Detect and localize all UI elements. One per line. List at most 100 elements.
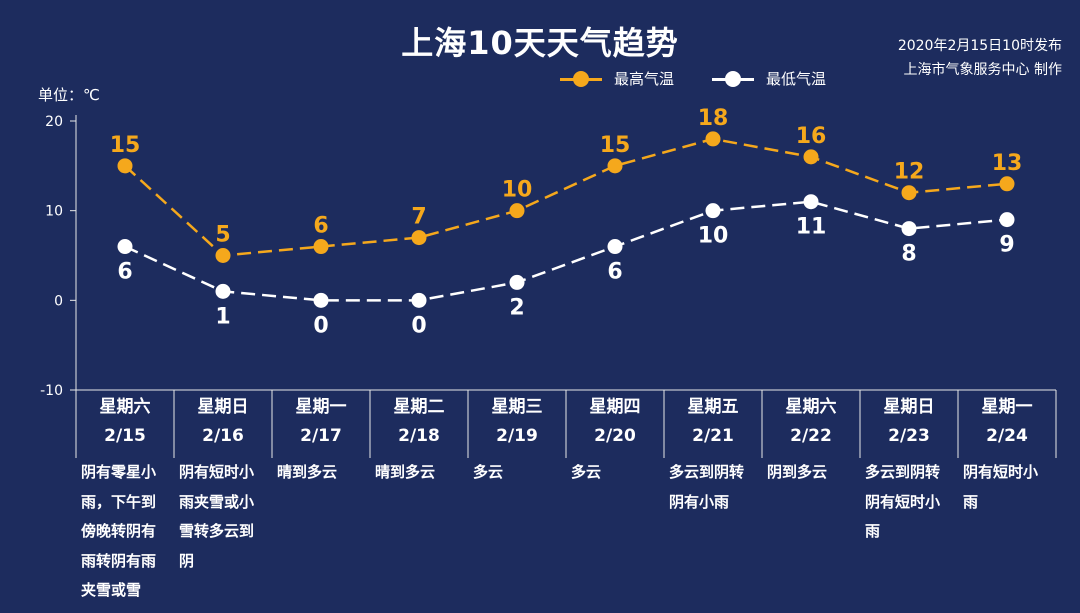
low-temp-label: 6 <box>117 260 132 285</box>
description-row: 阴有零星小雨，下午到傍晚转阴有雨转阴有雨夹雪或雪 阴有短时小雨夹雪或小雪转多云到阴… <box>76 458 1056 606</box>
low-temp-label: 6 <box>607 260 622 285</box>
high-temp-point <box>215 248 231 263</box>
low-temp-label: 11 <box>796 215 827 240</box>
day-cell: 星期六 2/15 <box>76 393 174 451</box>
high-temp-point <box>901 185 917 201</box>
weekday-label: 星期六 <box>785 397 837 417</box>
legend-item-high: 最高气温 <box>560 68 674 89</box>
low-temp-label: 0 <box>411 313 426 338</box>
low-temp-label: 0 <box>313 313 328 338</box>
date-label: 2/18 <box>398 426 440 446</box>
weather-description: 阴有短时小雨 <box>963 463 1039 511</box>
publisher: 上海市气象服务中心 制作 <box>903 62 1062 78</box>
low-temp-label: 10 <box>698 224 729 249</box>
low-temp-label: 8 <box>901 242 916 267</box>
weather-description: 阴到多云 <box>767 463 828 481</box>
high-temp-line <box>124 137 1008 257</box>
high-temp-label: 7 <box>411 205 426 230</box>
high-temp-point <box>705 131 721 147</box>
low-temp-point <box>215 283 231 299</box>
date-label: 2/24 <box>986 426 1028 446</box>
date-label: 2/15 <box>104 426 146 446</box>
legend-high-label: 最高气温 <box>614 70 675 88</box>
low-temp-label: 1 <box>215 304 230 329</box>
date-label: 2/22 <box>790 426 832 446</box>
high-temp-label: 13 <box>992 151 1023 176</box>
y-tick-label: -10 <box>40 383 63 399</box>
weather-description: 晴到多云 <box>277 463 338 481</box>
legend-high-marker <box>560 69 602 89</box>
weather-description: 多云到阴转阴有短时小雨 <box>865 463 941 540</box>
weather-description: 阴有零星小雨，下午到傍晚转阴有雨转阴有雨夹雪或雪 <box>81 463 157 599</box>
legend: 最高气温 最低气温 <box>560 68 864 89</box>
day-cell: 星期四 2/20 <box>566 393 664 451</box>
day-cell: 星期一 2/17 <box>272 393 370 451</box>
low-temp-label: 2 <box>509 295 524 320</box>
weekday-label: 星期日 <box>883 397 935 417</box>
weekday-label: 星期二 <box>393 397 445 417</box>
high-temp-label: 15 <box>110 133 141 158</box>
date-label: 2/17 <box>300 426 342 446</box>
unit-label: 单位：℃ <box>38 86 100 104</box>
weather-description: 晴到多云 <box>375 463 436 481</box>
low-temp-point <box>117 239 133 255</box>
date-label: 2/23 <box>888 426 930 446</box>
day-cell: 星期五 2/21 <box>664 393 762 451</box>
low-temp-point <box>509 274 525 290</box>
low-temp-point <box>313 292 329 308</box>
weekday-label: 星期三 <box>491 397 543 417</box>
weekday-label: 星期五 <box>687 397 739 417</box>
day-cell: 星期日 2/16 <box>174 393 272 451</box>
y-tick-label: 20 <box>45 114 63 130</box>
y-tick-label: 10 <box>45 204 63 220</box>
low-temp-line <box>124 200 1008 302</box>
weather-description: 多云 <box>571 463 602 481</box>
low-temp-point <box>999 212 1015 228</box>
weekday-label: 星期一 <box>981 397 1033 417</box>
date-label: 2/16 <box>202 426 244 446</box>
high-temp-point <box>607 158 623 174</box>
legend-low-marker <box>712 69 755 89</box>
low-temp-point <box>901 221 917 237</box>
high-temp-point <box>803 149 819 165</box>
weather-description: 阴有短时小雨夹雪或小雪转多云到阴 <box>179 463 255 570</box>
high-temp-label: 16 <box>796 124 827 149</box>
high-temp-label: 18 <box>698 106 729 131</box>
day-cell: 星期日 2/23 <box>860 393 958 451</box>
weekday-label: 星期一 <box>295 397 347 417</box>
high-temp-point <box>117 158 133 174</box>
high-temp-label: 12 <box>894 160 925 185</box>
low-temp-point <box>803 194 819 210</box>
high-temp-label: 5 <box>215 223 230 248</box>
high-temp-point <box>999 176 1015 192</box>
low-temp-point <box>607 239 623 255</box>
y-tick-label: 0 <box>54 293 63 309</box>
low-temp-label: 9 <box>999 233 1014 258</box>
high-temp-point <box>313 239 329 255</box>
chart-title: 上海10天天气趋势 <box>401 24 679 62</box>
day-cell: 星期六 2/22 <box>762 393 860 451</box>
date-label: 2/19 <box>496 426 538 446</box>
high-temp-label: 10 <box>502 178 533 203</box>
high-temp-label: 6 <box>313 214 328 239</box>
date-label: 2/21 <box>692 426 734 446</box>
day-cell: 星期二 2/18 <box>370 393 468 451</box>
weather-description: 多云 <box>473 463 504 481</box>
legend-low-label: 最低气温 <box>766 70 827 88</box>
high-temp-point <box>411 230 427 246</box>
high-temp-label: 15 <box>600 133 631 158</box>
day-cell: 星期三 2/19 <box>468 393 566 451</box>
legend-item-low: 最低气温 <box>712 68 826 89</box>
weather-description: 多云到阴转阴有小雨 <box>669 463 745 511</box>
weekday-label: 星期日 <box>197 397 249 417</box>
publish-info: 2020年2月15日10时发布 上海市气象服务中心 制作 <box>898 34 1062 82</box>
weekday-label: 星期四 <box>589 397 641 417</box>
day-cell: 星期一 2/24 <box>958 393 1056 451</box>
low-temp-point <box>705 203 721 219</box>
publish-time: 2020年2月15日10时发布 <box>897 38 1062 54</box>
date-label: 2/20 <box>594 426 636 446</box>
weekday-label: 星期六 <box>99 397 151 417</box>
high-temp-point <box>509 203 525 219</box>
low-temp-point <box>411 292 427 308</box>
